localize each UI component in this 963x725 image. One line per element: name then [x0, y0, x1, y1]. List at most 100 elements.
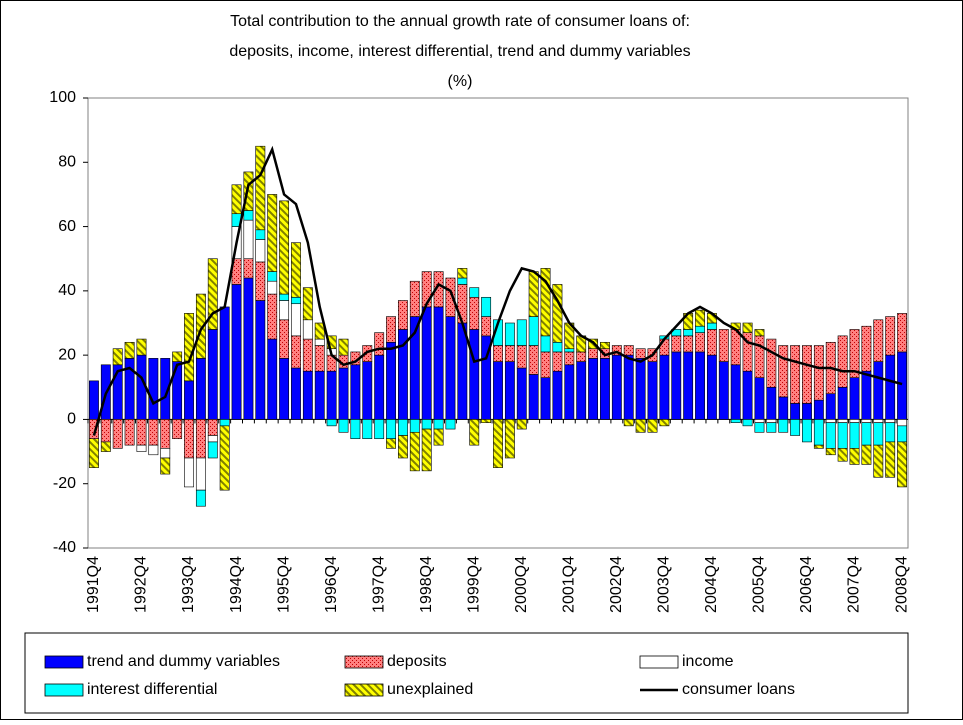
bar-segment — [861, 444, 872, 465]
bar-segment — [754, 329, 765, 337]
bar-segment — [338, 367, 349, 420]
bar-segment — [504, 345, 515, 362]
bar-segment — [409, 419, 420, 433]
bar-segment — [195, 489, 206, 507]
bar-segment — [291, 335, 301, 369]
legend-swatch — [344, 655, 384, 669]
x-tick-label: 2000Q4 — [513, 556, 530, 613]
bar-segment — [600, 341, 610, 350]
bar-segment — [445, 316, 456, 420]
bar-segment — [469, 296, 480, 330]
bar-segment — [243, 210, 254, 221]
bar-segment — [564, 348, 575, 353]
bar-segment — [291, 367, 301, 420]
bar-segment — [100, 419, 111, 443]
bar-segment — [374, 332, 385, 356]
bar-segment — [219, 306, 230, 420]
bar-segment — [338, 419, 349, 433]
bar-segment — [528, 374, 539, 420]
bar-segment — [219, 419, 230, 427]
bar-segment — [386, 438, 396, 449]
bar-segment — [279, 293, 290, 301]
bar-segment — [89, 438, 99, 468]
bar-segment — [647, 419, 658, 433]
bar-segment — [195, 457, 206, 491]
bar-segment — [730, 419, 741, 423]
bar-segment — [516, 319, 527, 346]
bar-segment — [255, 300, 266, 420]
bar-segment — [207, 419, 218, 436]
bar-segment — [778, 345, 789, 398]
bar-segment — [635, 348, 646, 359]
bar-segment — [493, 361, 503, 420]
bar-segment — [528, 271, 539, 317]
bar-segment — [160, 419, 171, 449]
bar-segment — [302, 370, 313, 420]
bar-segment — [885, 354, 896, 420]
bar-segment — [469, 419, 480, 446]
bar-segment — [172, 351, 183, 362]
bar-segment — [481, 316, 492, 337]
bar-segment — [766, 419, 777, 423]
bar-segment — [730, 364, 741, 420]
bar-segment — [552, 370, 563, 420]
bar-segment — [837, 386, 848, 420]
bar-segment — [861, 419, 872, 423]
bar-segment — [302, 338, 313, 372]
bar-segment — [754, 419, 765, 423]
bar-segment — [314, 345, 325, 372]
bar-segment — [897, 419, 907, 427]
bar-segment — [540, 335, 551, 353]
y-tick-label: -40 — [53, 539, 76, 556]
bar-segment — [576, 351, 587, 362]
x-tick-label: 2006Q4 — [798, 556, 815, 613]
bar-segment — [576, 361, 587, 420]
bar-segment — [279, 200, 290, 295]
bar-segment — [148, 444, 159, 456]
bar-segment — [695, 325, 705, 333]
legend-label: trend and dummy variables — [87, 653, 280, 670]
chart-title: (%) — [448, 73, 473, 90]
bar-segment — [540, 268, 551, 337]
bar-segment — [219, 425, 230, 491]
bar-segment — [742, 322, 753, 333]
bar-segment — [409, 431, 420, 472]
bar-segment — [350, 364, 361, 420]
bar-segment — [742, 370, 753, 420]
bar-segment — [314, 370, 325, 420]
bar-segment — [706, 354, 717, 420]
bar-segment — [195, 419, 206, 459]
bar-segment — [291, 303, 301, 337]
bar-segment — [362, 361, 373, 420]
bar-segment — [695, 332, 705, 353]
bar-segment — [659, 354, 670, 420]
bar-segment — [825, 393, 836, 420]
bar-segment — [302, 319, 313, 340]
x-tick-label: 2003Q4 — [656, 556, 673, 613]
bar-segment — [148, 419, 159, 446]
bar-segment — [635, 358, 646, 420]
bar-segment — [409, 280, 420, 317]
bar-segment — [504, 322, 515, 346]
bar-segment — [873, 319, 884, 362]
bar-segment — [861, 325, 872, 372]
bar-segment — [112, 348, 123, 366]
bar-segment — [706, 329, 717, 356]
bar-segment — [243, 258, 254, 279]
bar-segment — [849, 377, 860, 420]
bar-segment — [623, 345, 634, 356]
y-tick-label: 60 — [58, 218, 76, 235]
bar-segment — [897, 441, 907, 488]
bar-segment — [231, 184, 242, 215]
bar-segment — [695, 351, 705, 420]
bar-segment — [326, 335, 337, 350]
bar-segment — [600, 358, 610, 420]
x-tick-label: 1996Q4 — [323, 556, 340, 613]
bar-segment — [790, 403, 801, 420]
bar-segment — [754, 377, 765, 420]
bar-segment — [659, 419, 670, 427]
x-tick-label: 1995Q4 — [275, 556, 292, 613]
bar-segment — [623, 354, 634, 420]
bar-segment — [897, 313, 907, 353]
bar-segment — [813, 419, 824, 446]
